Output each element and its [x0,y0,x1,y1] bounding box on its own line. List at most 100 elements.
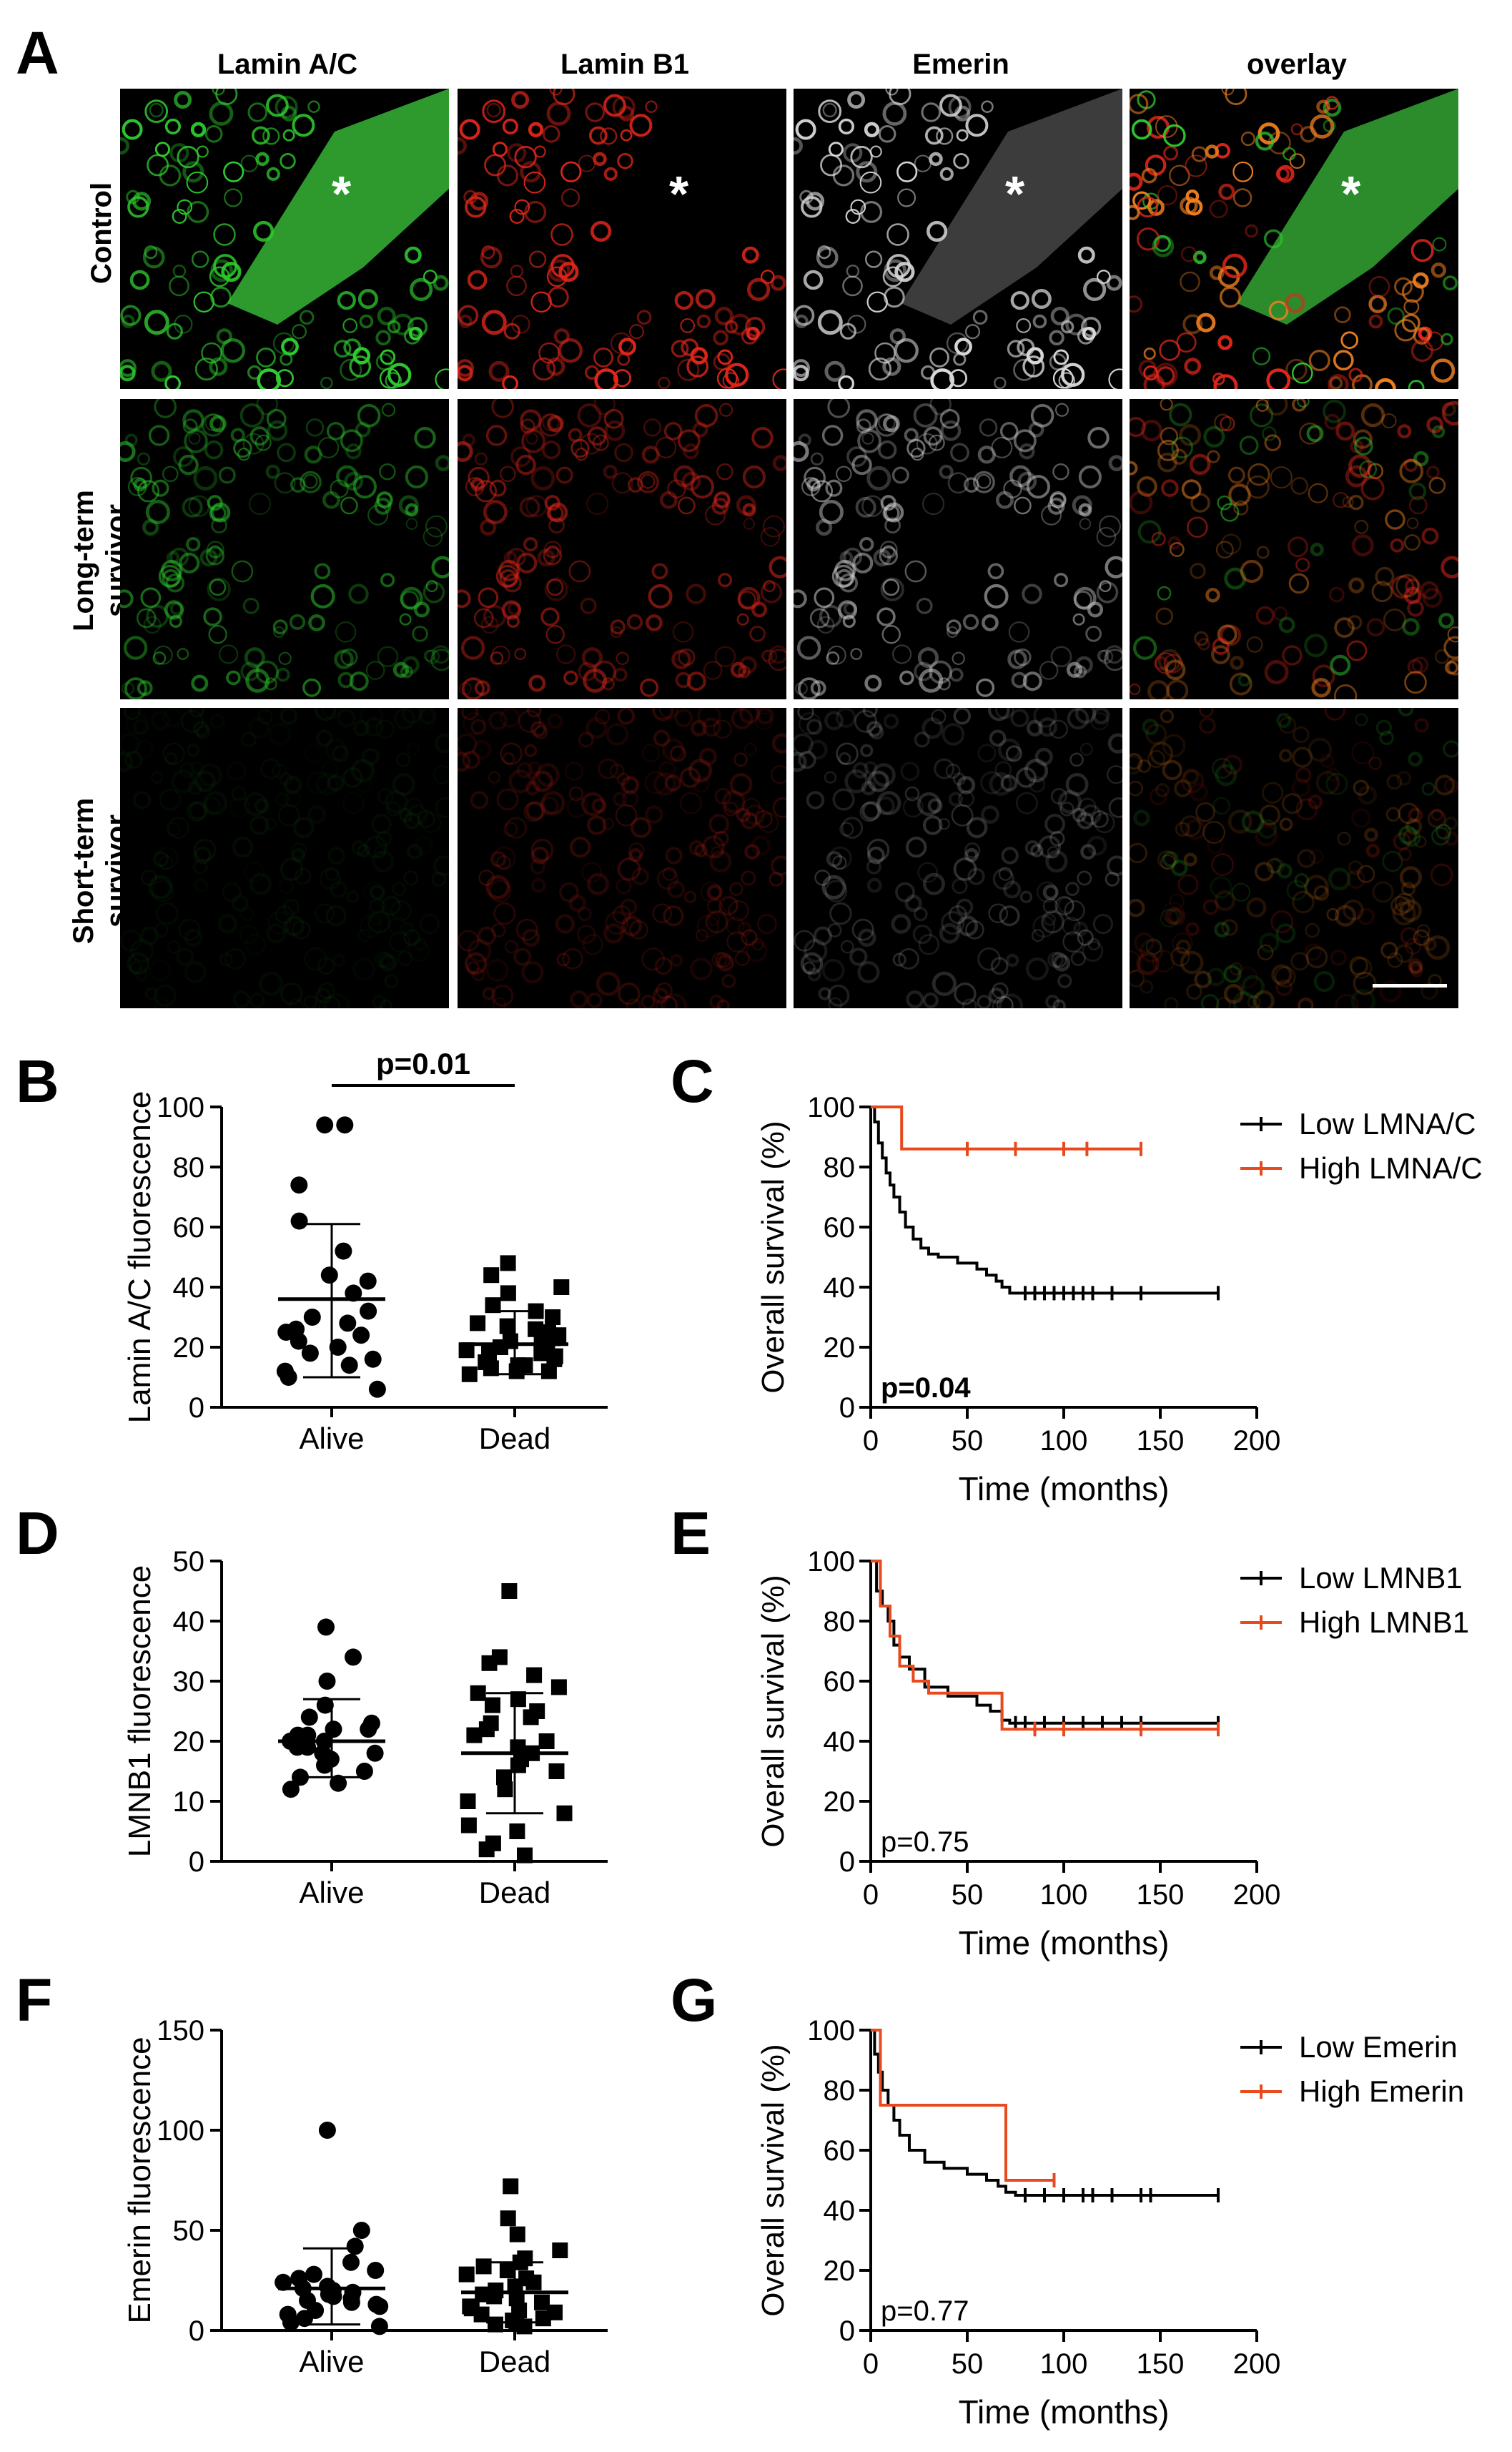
data-point [352,1326,370,1344]
x-tick-label: 200 [1233,1425,1281,1457]
data-point [336,1116,354,1134]
y-axis-label: Overall survival (%) [756,1121,791,1393]
data-point [318,1673,336,1690]
x-tick-label: 0 [863,1879,879,1911]
micrograph-long-term-emerin [794,399,1122,699]
y-tick-label: 30 [173,1666,205,1698]
data-point [345,1648,362,1666]
chart-panel-c: 0 20 40 60 80 100 0 50 100 150 200 Time (months) Ove… [756,1092,1483,1507]
x-tick-label: 150 [1137,1425,1185,1457]
data-point [548,1763,565,1779]
p-value-annotation: p=0.04 [881,1372,971,1404]
x-tick-label: 200 [1233,2348,1281,2380]
x-axis-label: Time (months) [959,2393,1170,2431]
data-point [339,1314,357,1332]
x-axis-label: Time (months) [959,1470,1170,1507]
panel-label-a: A [16,19,59,87]
y-tick-label: 0 [839,1846,855,1878]
micrograph-control-lamin-ac: * [120,89,449,389]
y-tick-label: 40 [824,1272,856,1304]
data-point [550,1679,567,1695]
chart-panel-d: 0 10 20 30 40 50 Alive Dead LMNB1 fluorescence [122,1546,608,1909]
x-tick-label: Dead [479,2345,550,2378]
y-tick-label: 100 [807,1092,855,1123]
data-point [359,1272,377,1290]
data-point [552,2242,568,2258]
data-point [360,1302,377,1320]
x-tick-label: 0 [863,2348,879,2380]
micrograph-short-term-overlay [1130,708,1458,1008]
data-point [483,1267,500,1284]
micrograph-control-lamin-b1: * [458,89,786,389]
data-point [508,2290,525,2307]
x-tick-label: 0 [863,1425,879,1457]
y-tick-label: 80 [824,1606,856,1638]
y-tick-label: 100 [157,2115,204,2147]
data-point [528,1321,544,1337]
x-tick-label: 200 [1233,1879,1281,1911]
data-point [290,1212,308,1230]
p-value-annotation: p=0.75 [881,1826,969,1858]
data-point [499,2263,515,2278]
data-point [318,2122,336,2139]
data-point [525,2274,542,2290]
legend-label: Low LMNB1 [1299,1561,1463,1595]
x-tick-label: Alive [299,2345,364,2378]
data-point [500,1255,516,1271]
micrograph-control-overlay: * [1130,89,1458,389]
y-axis-label: Overall survival (%) [756,2044,791,2316]
x-tick-label: 150 [1137,1879,1185,1911]
y-tick-label: 10 [173,1786,205,1818]
panel-label-f: F [16,1966,53,2034]
data-point [325,2288,342,2305]
micrograph-short-term-lamin-ac [120,708,449,1008]
survival-curve [871,1106,1141,1151]
chart-panel-g: 0 20 40 60 80 100 0 50 100 150 200 Time (months) Ove… [756,2015,1464,2431]
x-tick-label: Alive [299,1422,364,1455]
data-point [292,1768,309,1786]
chart-panel-b: 0 20 40 60 80 100 Alive Dead Lamin A/C fluoresce… [122,1047,608,1455]
asterisk-marker: * [1005,166,1025,222]
micrograph-short-term-emerin [794,708,1122,1008]
legend-label: Low Emerin [1299,2030,1458,2064]
micrograph-long-term-lamin-b1 [458,399,786,699]
data-point [553,1279,570,1295]
column-header-lamin-ac: Lamin A/C [217,49,358,80]
data-point [497,1781,513,1798]
column-header-overlay: overlay [1246,49,1348,80]
y-tick-label: 60 [173,1212,205,1244]
y-axis-label: Overall survival (%) [756,1575,791,1847]
survival-curve [871,1560,1218,1731]
survival-curve [871,2029,1054,2182]
data-point [509,1823,525,1839]
y-tick-label: 80 [824,2075,856,2107]
asterisk-marker: * [332,166,352,222]
data-point [540,1363,557,1379]
data-point [460,1793,476,1809]
data-point [316,1696,334,1714]
data-point [496,1769,512,1786]
data-point [367,2262,385,2279]
micrograph-control-emerin: * [794,89,1122,389]
data-point [290,1176,308,1194]
y-tick-label: 40 [824,1726,856,1758]
y-tick-label: 0 [839,2315,855,2347]
significance-label: p=0.01 [376,1047,470,1080]
x-tick-label: 50 [952,1425,984,1457]
data-point [340,1357,358,1374]
y-axis-label: LMNB1 fluorescence [122,1565,157,1857]
data-point [538,1733,555,1749]
data-point [499,1318,515,1334]
data-point [510,1757,526,1773]
data-point [460,1817,477,1833]
data-point [335,1242,352,1260]
legend-label: High LMNA/C [1299,1151,1483,1185]
data-point [500,2210,516,2227]
data-point [364,1350,382,1368]
data-point [481,1655,498,1671]
data-point [282,1781,300,1798]
y-axis-label: Emerin fluorescence [122,2037,157,2323]
panel-label-g: G [671,1966,718,2034]
x-tick-label: 150 [1137,2348,1185,2380]
data-point [466,1727,483,1743]
